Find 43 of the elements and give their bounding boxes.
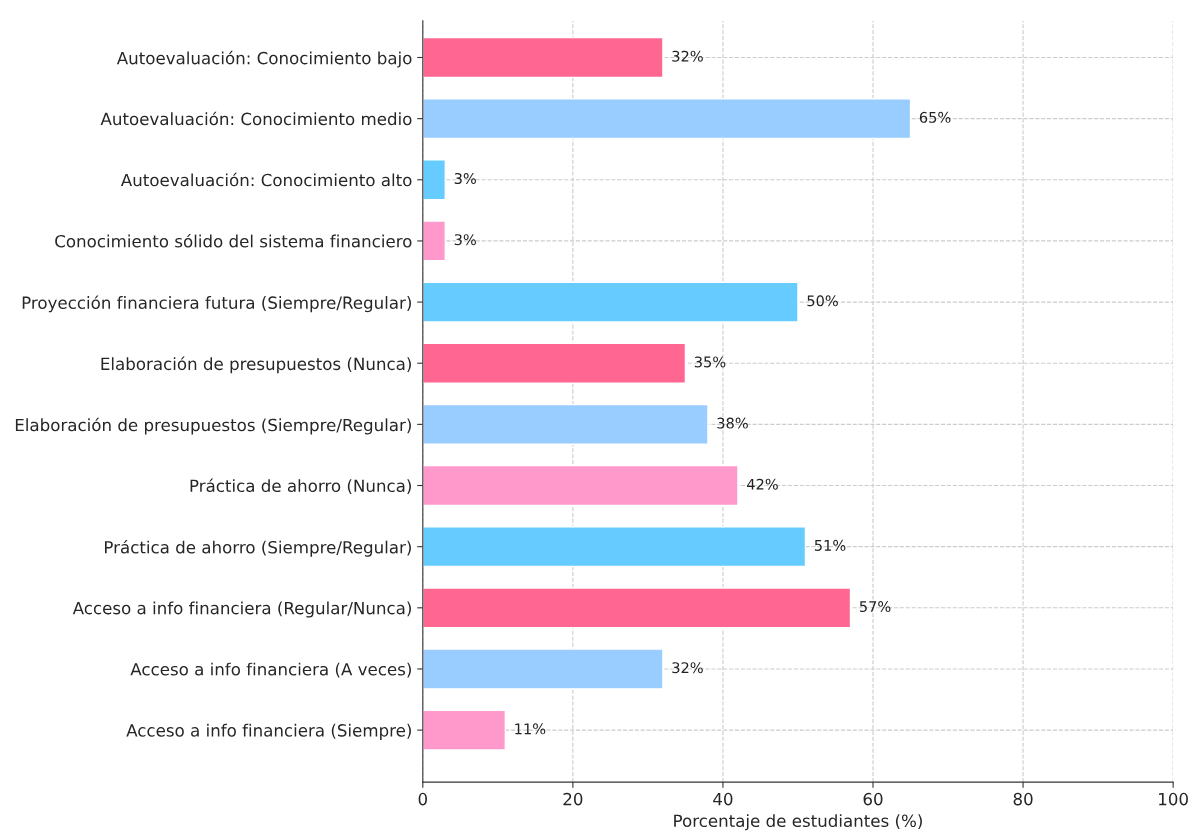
data-label: 32% xyxy=(672,662,703,674)
y-tick-label: Autoevaluación: Conocimiento medio xyxy=(100,111,412,126)
x-tick-label: 60 xyxy=(863,792,883,806)
bar xyxy=(422,159,447,201)
bar xyxy=(422,526,807,568)
data-label: 38% xyxy=(717,417,748,429)
bar xyxy=(422,98,912,140)
bar xyxy=(422,587,852,629)
bar xyxy=(422,220,447,262)
y-tick-label: Autoevaluación: Conocimiento bajo xyxy=(116,50,412,68)
x-tick-label: 80 xyxy=(1013,792,1033,806)
y-tick-label: Práctica de ahorro (Siempre/Regular) xyxy=(105,540,411,557)
bar xyxy=(422,342,687,384)
y-tick-label: Acceso a info financiera (A veces) xyxy=(130,662,411,678)
data-label: 42% xyxy=(746,478,778,490)
y-tick-label: Acceso a info financiera (Siempre) xyxy=(126,723,411,740)
bar xyxy=(422,464,739,507)
x-tick-label: 100 xyxy=(1159,792,1188,806)
y-tick-label: Conocimiento sólido del sistema financiero xyxy=(55,233,412,248)
bar xyxy=(422,281,799,323)
bar xyxy=(422,36,664,79)
x-axis-title: Porcentaje de estudiantes (%) xyxy=(674,814,922,831)
x-tick-label: 0 xyxy=(418,792,427,806)
x-tick-label: 40 xyxy=(713,792,733,806)
data-label: 11% xyxy=(515,723,546,735)
y-tick-label: Práctica de ahorro (Nunca) xyxy=(190,478,411,495)
data-label: 3% xyxy=(454,234,476,246)
data-label: 3% xyxy=(454,172,476,185)
y-tick-label: Elaboración de presupuestos (Siempre/Regular) xyxy=(15,417,411,435)
y-tick-label: Proyección financiera futura (Siempre/Regular) xyxy=(22,295,411,313)
data-label: 50% xyxy=(807,295,838,307)
data-label: 51% xyxy=(814,539,846,551)
data-label: 35% xyxy=(694,356,726,368)
y-tick-label: Elaboración de presupuestos (Nunca) xyxy=(101,356,411,374)
bar xyxy=(422,648,664,690)
y-tick-label: Autoevaluación: Conocimiento alto xyxy=(120,172,412,187)
x-tick-label: 20 xyxy=(563,792,583,806)
data-label: 57% xyxy=(859,601,891,613)
bar xyxy=(422,709,507,751)
bar xyxy=(422,403,709,445)
data-label: 32% xyxy=(672,50,703,62)
data-label: 65% xyxy=(919,111,951,123)
y-tick-label: Acceso a info financiera (Regular/Nunca) xyxy=(72,601,411,618)
